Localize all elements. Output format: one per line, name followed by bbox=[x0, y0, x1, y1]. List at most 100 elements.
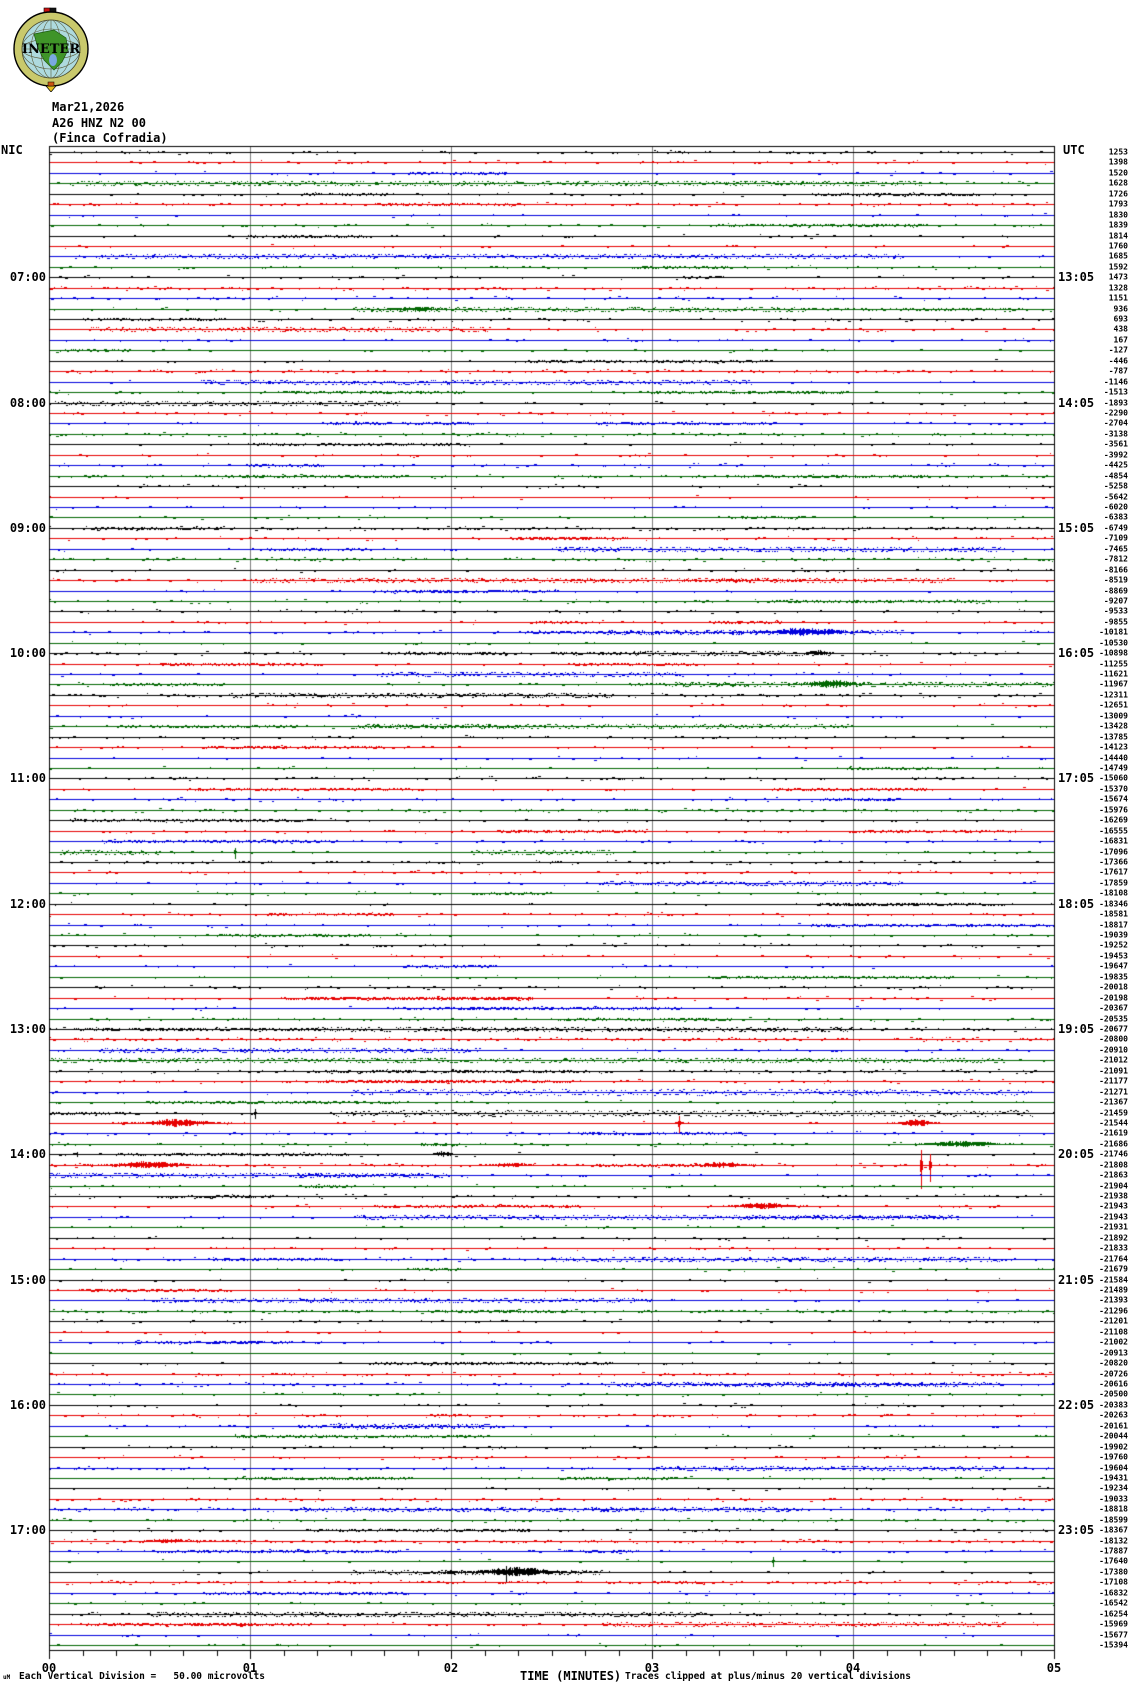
trace-offset-value: 1814 bbox=[1108, 231, 1128, 241]
local-hour-label: 15:00 bbox=[9, 1273, 46, 1287]
trace-offset-value: -446 bbox=[1108, 356, 1128, 366]
trace-offset-value: -18346 bbox=[1099, 899, 1128, 909]
trace-offset-value: 438 bbox=[1113, 324, 1128, 334]
trace-offset-value: -17859 bbox=[1099, 878, 1128, 888]
trace-offset-value: -21296 bbox=[1099, 1306, 1128, 1316]
local-hour-label: 14:00 bbox=[9, 1147, 46, 1161]
trace-offset-value: -17887 bbox=[1099, 1546, 1128, 1556]
trace-offset-value: 1793 bbox=[1108, 199, 1128, 209]
trace-offset-value: -13785 bbox=[1099, 732, 1128, 742]
x-axis-tick-label: 02 bbox=[443, 1661, 459, 1675]
trace-offset-value: -21091 bbox=[1099, 1066, 1128, 1076]
trace-offset-value: -20910 bbox=[1099, 1045, 1128, 1055]
trace-offset-value: -21808 bbox=[1099, 1160, 1128, 1170]
trace-offset-value: -18108 bbox=[1099, 888, 1128, 898]
trace-offset-value: -8869 bbox=[1103, 586, 1128, 596]
utc-hour-label: 15:05 bbox=[1058, 521, 1095, 535]
trace-offset-value: -20820 bbox=[1099, 1358, 1128, 1368]
trace-offset-value: -4854 bbox=[1103, 471, 1128, 481]
trace-offset-value: -14440 bbox=[1099, 753, 1128, 763]
trace-offset-value: -3138 bbox=[1103, 429, 1128, 439]
trace-offset-value: -17096 bbox=[1099, 847, 1128, 857]
trace-offset-value: -13428 bbox=[1099, 721, 1128, 731]
trace-offset-value: -18367 bbox=[1099, 1525, 1128, 1535]
trace-offset-value: -9855 bbox=[1103, 617, 1128, 627]
footer-vertical-division: Each Vertical Division = 50.00 microvolt… bbox=[19, 1671, 265, 1682]
x-axis-title: TIME (MINUTES) bbox=[520, 1669, 622, 1683]
trace-offset-value: -19453 bbox=[1099, 951, 1128, 961]
trace-offset-value: -11621 bbox=[1099, 669, 1128, 679]
trace-offset-value: -13009 bbox=[1099, 711, 1128, 721]
trace-offset-value: -21201 bbox=[1099, 1316, 1128, 1326]
local-hour-label: 17:00 bbox=[9, 1523, 46, 1537]
trace-offset-value: 1253 bbox=[1108, 147, 1128, 157]
trace-offset-value: -8519 bbox=[1103, 575, 1128, 585]
trace-offset-value: -1513 bbox=[1103, 387, 1128, 397]
trace-offset-value: 1398 bbox=[1108, 157, 1128, 167]
trace-offset-value: -18581 bbox=[1099, 909, 1128, 919]
trace-offset-value: 167 bbox=[1113, 335, 1128, 345]
trace-offset-value: 936 bbox=[1113, 304, 1128, 314]
trace-offset-value: 1328 bbox=[1108, 283, 1128, 293]
trace-offset-value: -20726 bbox=[1099, 1369, 1128, 1379]
trace-offset-value: -12311 bbox=[1099, 690, 1128, 700]
trace-offset-value: -17366 bbox=[1099, 857, 1128, 867]
trace-offset-value: -127 bbox=[1108, 345, 1128, 355]
trace-offset-value: -19835 bbox=[1099, 972, 1128, 982]
trace-offset-value: -16254 bbox=[1099, 1609, 1128, 1619]
trace-offset-value: -10181 bbox=[1099, 627, 1128, 637]
trace-offset-value: -20367 bbox=[1099, 1003, 1128, 1013]
utc-hour-label: 17:05 bbox=[1058, 771, 1095, 785]
utc-hour-label: 22:05 bbox=[1058, 1398, 1095, 1412]
local-hour-label: 09:00 bbox=[9, 521, 46, 535]
trace-offset-value: -20018 bbox=[1099, 982, 1128, 992]
trace-offset-value: -21459 bbox=[1099, 1108, 1128, 1118]
trace-offset-value: 1473 bbox=[1108, 272, 1128, 282]
trace-offset-value: -21177 bbox=[1099, 1076, 1128, 1086]
logo-pointer bbox=[45, 85, 57, 92]
trace-offset-value: -19760 bbox=[1099, 1452, 1128, 1462]
trace-offset-value: -19033 bbox=[1099, 1494, 1128, 1504]
trace-offset-value: -17108 bbox=[1099, 1577, 1128, 1587]
trace-offset-value: -14749 bbox=[1099, 763, 1128, 773]
trace-offset-value: -20616 bbox=[1099, 1379, 1128, 1389]
trace-offset-value: 1151 bbox=[1108, 293, 1128, 303]
trace-offset-value: -8166 bbox=[1103, 565, 1128, 575]
trace-offset-value: -19234 bbox=[1099, 1483, 1128, 1493]
trace-offset-value: -20677 bbox=[1099, 1024, 1128, 1034]
trace-offset-value: 1830 bbox=[1108, 210, 1128, 220]
trace-offset-value: 1685 bbox=[1108, 251, 1128, 261]
logo-lake bbox=[49, 54, 57, 66]
trace-offset-value: -5642 bbox=[1103, 492, 1128, 502]
x-axis-tick-label: 04 bbox=[845, 1661, 861, 1675]
trace-offset-value: -21686 bbox=[1099, 1139, 1128, 1149]
trace-offset-value: -15969 bbox=[1099, 1619, 1128, 1629]
logo-pointer-cap bbox=[47, 81, 55, 87]
trace-offset-value: -21002 bbox=[1099, 1337, 1128, 1347]
trace-offset-value: -21367 bbox=[1099, 1097, 1128, 1107]
trace-offset-value: -20161 bbox=[1099, 1421, 1128, 1431]
trace-offset-value: -18818 bbox=[1099, 1504, 1128, 1514]
trace-offset-value: -19431 bbox=[1099, 1473, 1128, 1483]
trace-offset-value: -20263 bbox=[1099, 1410, 1128, 1420]
trace-offset-value: -21764 bbox=[1099, 1254, 1128, 1264]
trace-offset-value: -21679 bbox=[1099, 1264, 1128, 1274]
trace-offset-value: -19604 bbox=[1099, 1463, 1128, 1473]
trace-offset-value: -4425 bbox=[1103, 460, 1128, 470]
trace-offset-value: -21544 bbox=[1099, 1118, 1128, 1128]
trace-offset-value: 1628 bbox=[1108, 178, 1128, 188]
trace-offset-value: -21584 bbox=[1099, 1275, 1128, 1285]
trace-offset-value: -15976 bbox=[1099, 805, 1128, 815]
trace-offset-value: -6020 bbox=[1103, 502, 1128, 512]
trace-offset-value: -787 bbox=[1108, 366, 1128, 376]
trace-offset-value: -21904 bbox=[1099, 1181, 1128, 1191]
x-axis-tick-label: 05 bbox=[1046, 1661, 1062, 1675]
trace-offset-value: -16269 bbox=[1099, 815, 1128, 825]
trace-offset-value: 1839 bbox=[1108, 220, 1128, 230]
trace-offset-value: -20535 bbox=[1099, 1014, 1128, 1024]
trace-offset-value: -11255 bbox=[1099, 659, 1128, 669]
trace-offset-value: -2704 bbox=[1103, 418, 1128, 428]
trace-offset-value: -20500 bbox=[1099, 1389, 1128, 1399]
local-hour-label: 08:00 bbox=[9, 396, 46, 410]
